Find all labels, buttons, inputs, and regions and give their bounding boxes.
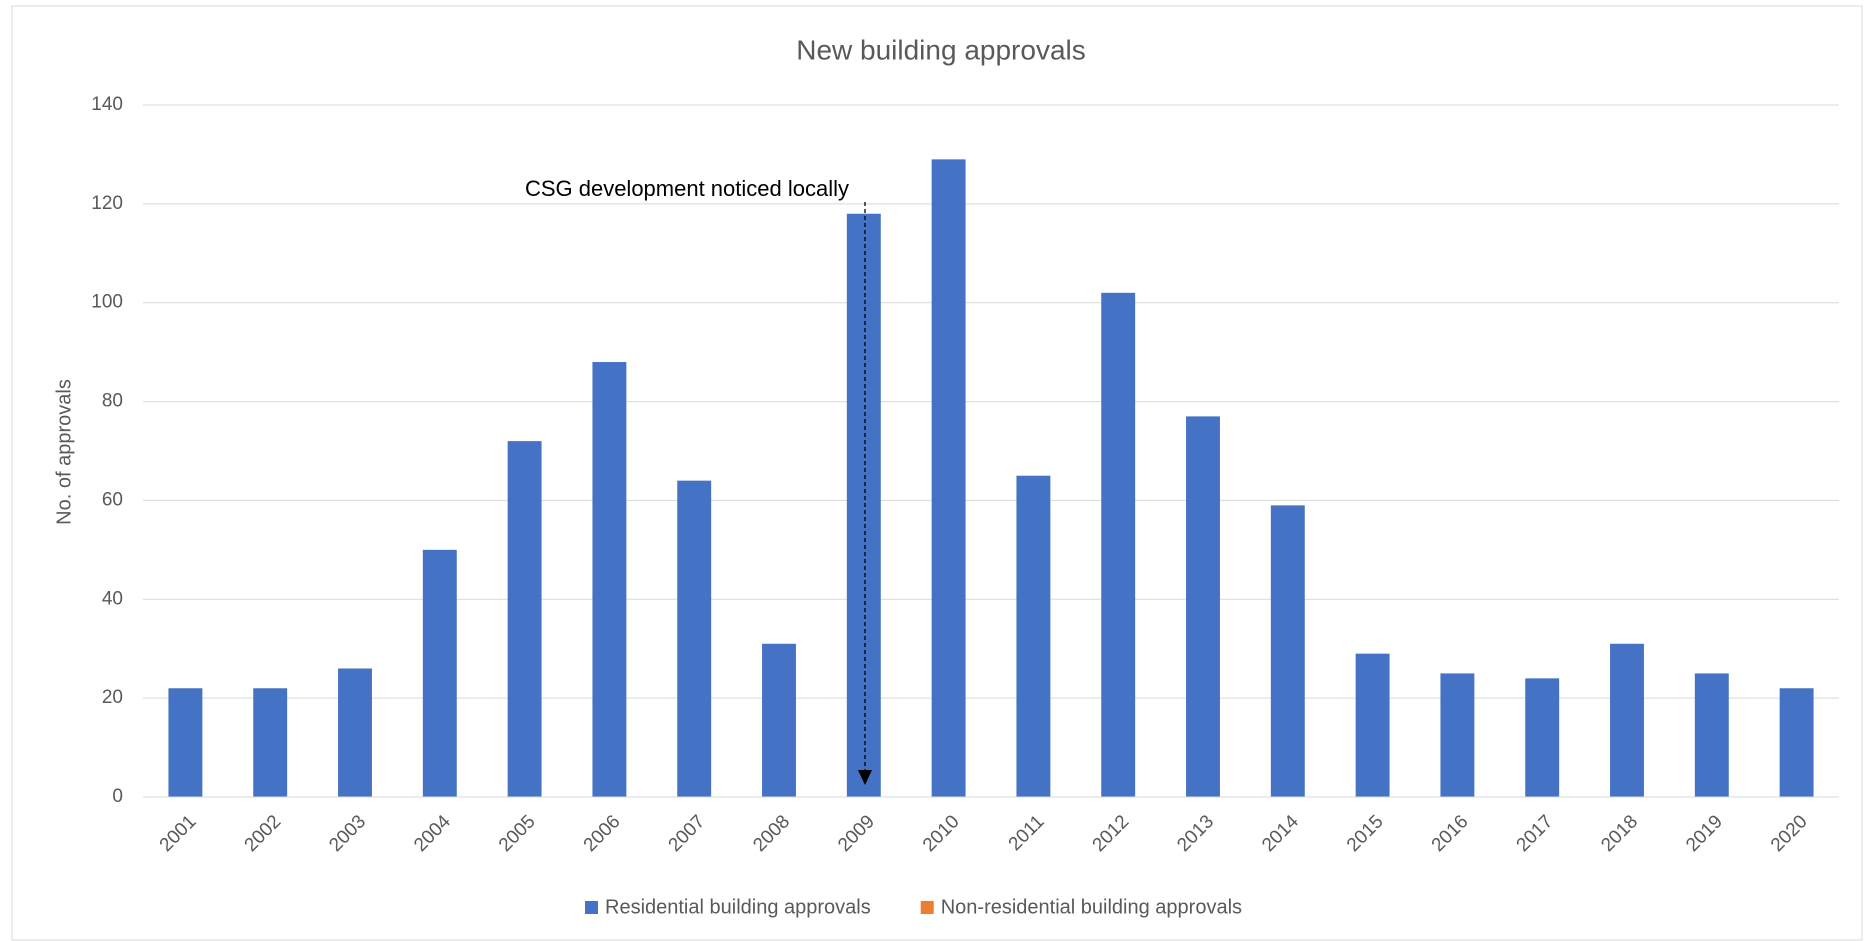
legend-swatch [585,901,598,914]
bar [762,643,796,797]
annotation-arrowhead [858,770,872,785]
chart-title: New building approvals [796,34,1086,65]
bar [422,549,457,797]
bar [1610,643,1644,797]
bar [1779,688,1814,797]
y-tick-label: 120 [91,193,123,214]
bar [168,688,203,797]
bar [846,213,881,797]
bar [1101,292,1136,797]
bar [1694,673,1729,797]
bar [1355,653,1390,797]
y-tick-label: 0 [112,786,123,807]
bar [253,688,288,797]
y-tick-label: 100 [91,292,123,313]
y-tick-label: 60 [102,489,123,510]
bar [677,480,712,797]
bar [931,159,966,797]
bar [338,668,372,797]
bar [1525,678,1560,797]
legend-item: Residential building approvals [585,896,871,918]
y-tick-label: 80 [102,391,123,412]
y-tick-label: 140 [91,94,123,115]
bar [1270,505,1305,797]
legend-item: Non-residential building approvals [920,896,1242,918]
legend-label: Residential building approvals [605,896,871,918]
y-tick-label: 40 [102,588,123,609]
bar [1186,416,1220,797]
y-axis-label: No. of approvals [53,379,75,525]
bar [507,441,542,797]
y-tick-label: 20 [102,687,123,708]
bar [1016,475,1051,797]
legend-label: Non-residential building approvals [941,896,1242,918]
bar [592,362,627,797]
bar [1440,673,1475,797]
annotation: CSG development noticed locally [525,176,849,201]
legend-swatch [920,901,934,914]
